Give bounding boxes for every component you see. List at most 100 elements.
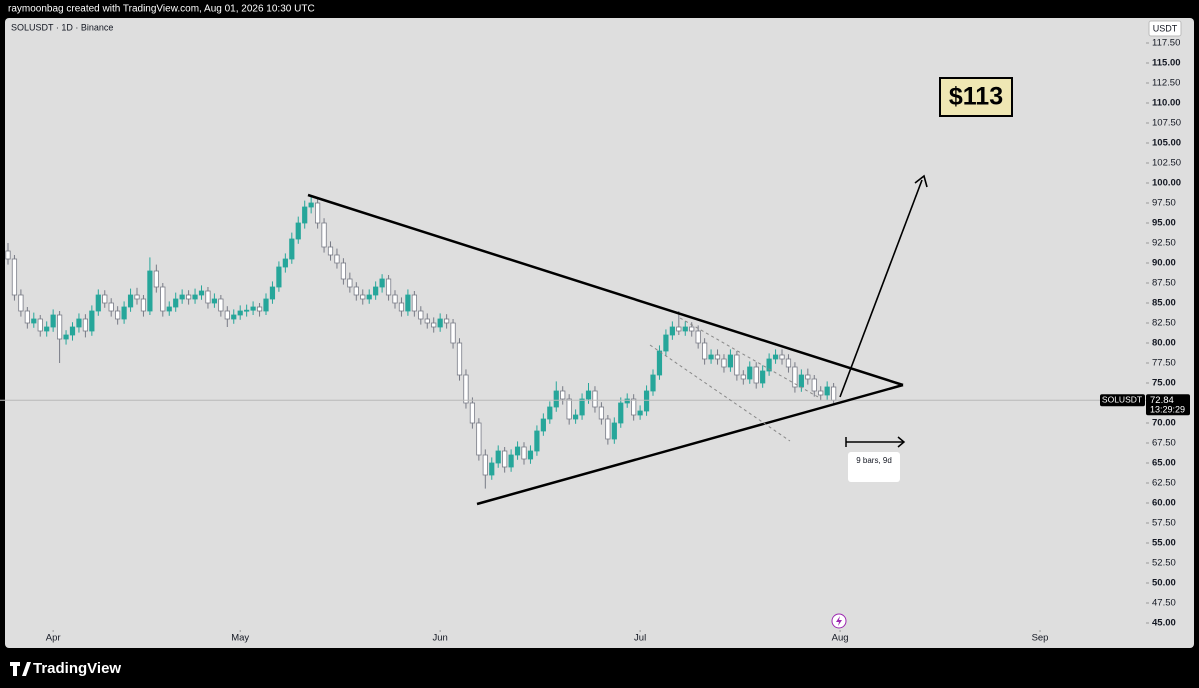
candle-body: [5, 250, 11, 260]
y-tick-label: 107.50: [1152, 118, 1181, 129]
drawings: [307, 174, 928, 506]
candle-body: [463, 374, 469, 404]
candle-body: [327, 246, 334, 256]
brand: TradingView: [33, 660, 121, 677]
y-tick-label: 50.00: [1152, 578, 1176, 589]
candle-body: [792, 366, 798, 388]
price-tag-symbol: SOLUSDT: [1102, 395, 1142, 405]
y-tick-label: 92.50: [1152, 238, 1176, 249]
candle-body: [198, 290, 205, 296]
y-tick-label: 52.50: [1152, 558, 1176, 569]
candle-body: [553, 390, 559, 408]
range-label: 9 bars, 9d: [856, 456, 892, 465]
candle-body: [218, 298, 224, 312]
candle-body: [669, 326, 675, 336]
y-tick-label: 62.50: [1152, 478, 1176, 489]
candle-body: [69, 326, 76, 336]
candle-body: [295, 222, 301, 240]
target-box: [939, 77, 1013, 117]
y-tick-label: 117.50: [1152, 38, 1180, 49]
candle-body: [431, 322, 437, 328]
chart-background: [5, 18, 1194, 648]
candle-body: [24, 310, 30, 324]
range-box: [848, 452, 900, 482]
y-tick-label: 102.50: [1152, 158, 1181, 169]
y-tick-label: 45.00: [1152, 618, 1176, 629]
candle-body: [618, 402, 624, 424]
candle-body: [205, 290, 211, 304]
candle-body: [82, 318, 89, 332]
y-tick-label: 87.50: [1152, 278, 1176, 289]
candle-body: [766, 358, 772, 372]
candle-body: [334, 254, 340, 264]
candle-body: [244, 309, 250, 312]
candle-body: [392, 294, 398, 304]
x-tick-label: Sep: [1032, 633, 1049, 644]
candle-body: [798, 374, 804, 388]
candle-body: [631, 398, 637, 416]
x-tick-label: Jun: [432, 633, 447, 644]
candle-body: [734, 354, 740, 376]
candle-body: [514, 446, 521, 456]
candle-body: [102, 294, 108, 304]
candle-body: [127, 294, 134, 308]
event-icon-bolt: [836, 616, 842, 626]
candle-body: [360, 294, 366, 300]
candle-body: [740, 374, 746, 380]
candle-body: [95, 294, 101, 312]
y-tick-label: 115.00: [1152, 58, 1181, 69]
candle-body: [708, 354, 714, 360]
candle-body: [785, 358, 792, 368]
candle-body: [592, 390, 598, 408]
y-tick-label: 85.00: [1152, 298, 1176, 309]
candle-body: [276, 266, 282, 288]
candle-body: [489, 462, 495, 476]
candle-body: [805, 374, 811, 380]
candle-body: [366, 294, 372, 300]
y-tick-label: 90.00: [1152, 258, 1176, 269]
candle-body: [56, 314, 63, 340]
candle-body: [534, 430, 540, 452]
candle-body: [231, 314, 237, 320]
candle-body: [573, 414, 579, 420]
candle-body: [540, 418, 546, 432]
candle-body: [179, 294, 185, 300]
y-tick-label: 57.50: [1152, 518, 1176, 529]
candle-body: [450, 322, 456, 344]
candle-body: [256, 306, 263, 312]
candle-body: [585, 390, 592, 400]
candle-body: [495, 450, 501, 464]
candle-body: [482, 454, 488, 476]
candle-body: [160, 286, 166, 312]
candle-body: [31, 318, 37, 324]
x-tick-label: Jul: [634, 633, 646, 644]
price-tag-symbol-box: [1100, 394, 1145, 407]
y-tick-label: 77.50: [1152, 358, 1176, 369]
y-tick-label: 100.00: [1152, 178, 1181, 189]
candle-body: [308, 202, 314, 208]
candle-body: [727, 354, 734, 368]
triangle-upper: [307, 193, 904, 387]
x-tick-label: May: [231, 633, 249, 644]
candle-body: [702, 342, 708, 360]
candle-body: [566, 398, 572, 420]
candle-body: [385, 278, 392, 296]
candle-body: [11, 258, 18, 296]
brand-logo: [10, 662, 31, 676]
candle-body: [611, 422, 617, 440]
header: raymoonbag created with TradingView.com,…: [8, 4, 315, 15]
symbol-title: SOLUSDT · 1D · Binance: [11, 22, 113, 32]
candle-body: [469, 402, 476, 424]
candle-body: [211, 298, 218, 304]
y-tick-label: 82.50: [1152, 318, 1176, 329]
candle-body: [760, 370, 766, 384]
candle-body: [811, 378, 817, 392]
candle-body: [650, 374, 656, 392]
candle-body: [289, 238, 295, 260]
candle-body: [560, 390, 566, 400]
candle-body: [476, 422, 482, 456]
candle-body: [379, 278, 385, 288]
candle-body: [444, 318, 450, 324]
price-tag-box: [1146, 394, 1190, 416]
